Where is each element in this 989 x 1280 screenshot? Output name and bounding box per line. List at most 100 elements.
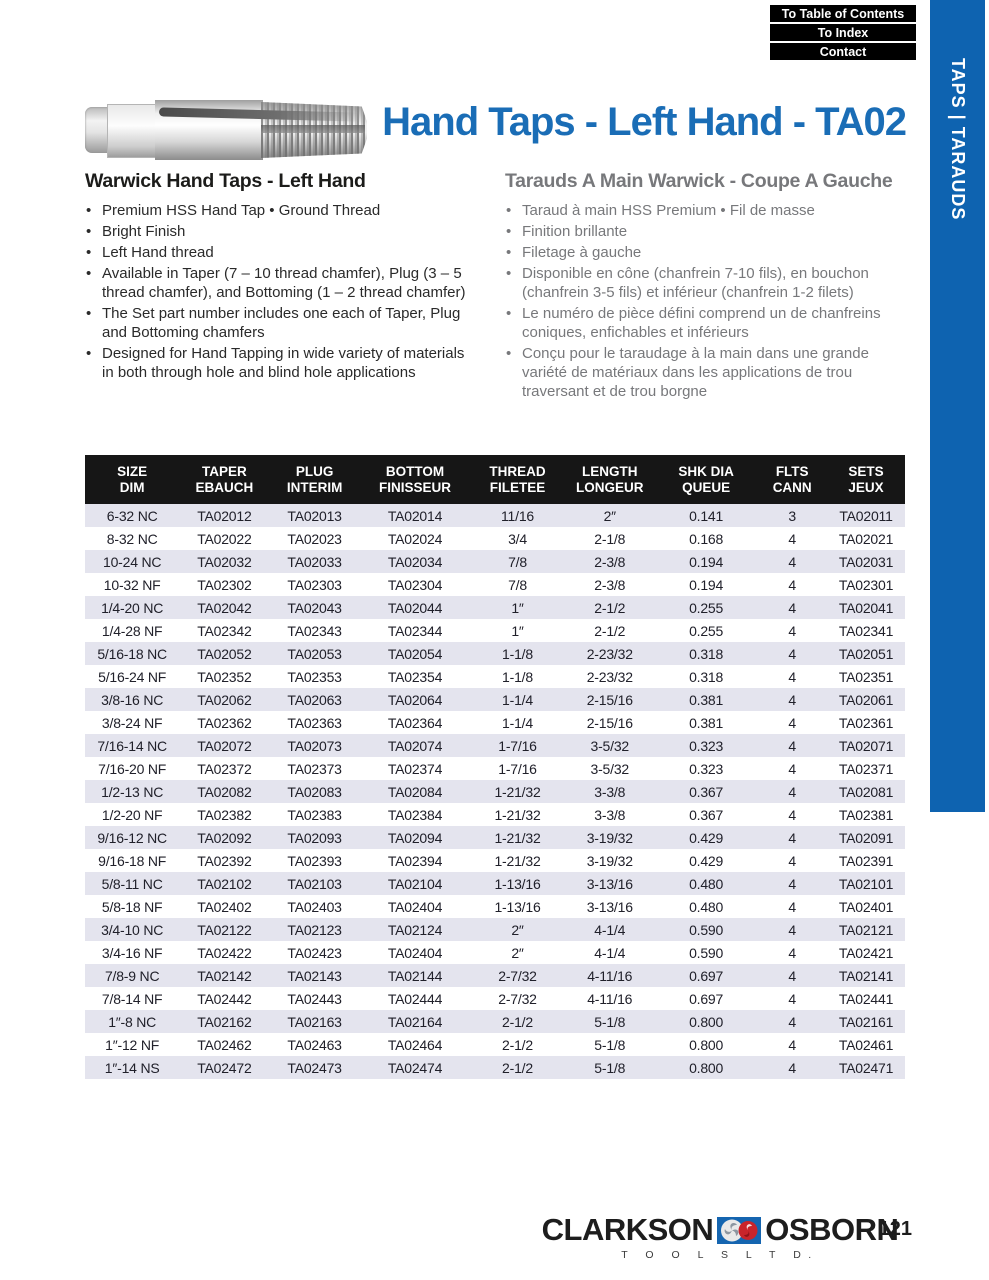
table-cell: TA02163: [287, 1013, 342, 1030]
table-cell: 1-21/32: [494, 806, 541, 823]
table-cell: 2″: [603, 507, 617, 524]
column-header: BOTTOM FINISSEUR: [359, 455, 471, 504]
table-cell: TA02301: [838, 576, 894, 593]
table-cell: 3: [788, 507, 796, 524]
feature-bullet: Disponible en cône (chanfrein 7-10 fils)…: [505, 264, 913, 302]
table-cell: 0.367: [689, 806, 724, 823]
table-cell: TA02304: [387, 576, 443, 593]
table-cell: TA02403: [287, 898, 342, 915]
feature-list-fr: Taraud à main HSS Premium • Fil de masse…: [505, 201, 913, 401]
table-cell: 3-13/16: [586, 875, 633, 892]
table-cell: 4: [788, 921, 796, 938]
table-cell: 2-1/2: [594, 599, 626, 616]
table-cell: TA02421: [838, 944, 894, 961]
table-cell: 5/8-11 NC: [101, 875, 163, 892]
table-row: 9/16-12 NC TA02092 TA02093 TA02094 1-21/32 3-…: [85, 826, 905, 849]
table-cell: TA02082: [197, 783, 252, 800]
table-cell: 0.381: [689, 714, 724, 731]
table-cell: TA02352: [197, 668, 252, 685]
table-cell: 4: [788, 714, 796, 731]
feature-bullet: Premium HSS Hand Tap • Ground Thread: [85, 201, 475, 220]
table-cell: 4: [788, 668, 796, 685]
table-cell: 3/4-16 NF: [101, 944, 163, 961]
table-header-row: SIZE DIM TAPER EBAUCH PLUG INTERIM BOTTOM FINIS…: [85, 455, 905, 504]
table-cell: TA02072: [197, 737, 252, 754]
table-cell: 1-13/16: [494, 875, 541, 892]
table-cell: 4: [788, 1059, 796, 1076]
feature-bullet: Bright Finish: [85, 222, 475, 241]
table-cell: TA02394: [387, 852, 443, 869]
table-body: 6-32 NC TA02012 TA02013 TA02014 11/16 2″ 0.141…: [85, 504, 905, 1079]
table-cell: TA02022: [197, 530, 252, 547]
feature-bullet: Available in Taper (7 – 10 thread chamfe…: [85, 264, 475, 302]
table-cell: 10-24 NC: [102, 553, 162, 570]
brand-subtitle: T O O L S L T D.: [621, 1249, 819, 1261]
feature-bullet: Designed for Hand Tapping in wide variet…: [85, 344, 475, 382]
table-cell: TA02354: [387, 668, 443, 685]
table-cell: TA02463: [287, 1036, 342, 1053]
table-row: 1/2-20 NF TA02382 TA02383 TA02384 1-21/32 3-3…: [85, 803, 905, 826]
table-cell: 1-21/32: [494, 783, 541, 800]
table-cell: TA02043: [287, 599, 342, 616]
table-row: 6-32 NC TA02012 TA02013 TA02014 11/16 2″ 0.141…: [85, 504, 905, 527]
table-cell: 4: [788, 622, 796, 639]
table-cell: TA02033: [287, 553, 342, 570]
to-table-of-contents-button[interactable]: To Table of Contents: [770, 5, 916, 22]
table-row: 5/16-18 NC TA02052 TA02053 TA02054 1-1/8 2-23…: [85, 642, 905, 665]
table-cell: 1″-12 NF: [105, 1036, 160, 1053]
table-cell: 2-3/8: [594, 576, 626, 593]
table-cell: TA02012: [197, 507, 252, 524]
table-cell: 1/2-20 NF: [101, 806, 163, 823]
table-row: 1″-12 NF TA02462 TA02463 TA02464 2-1/2 5-1/8 0…: [85, 1033, 905, 1056]
to-index-button[interactable]: To Index: [770, 24, 916, 41]
table-cell: TA02071: [838, 737, 894, 754]
table-cell: TA02102: [197, 875, 252, 892]
table-row: 3/8-16 NC TA02062 TA02063 TA02064 1-1/4 2-15/…: [85, 688, 905, 711]
table-cell: TA02042: [197, 599, 252, 616]
table-cell: TA02383: [287, 806, 342, 823]
table-cell: 0.323: [689, 737, 724, 754]
table-cell: TA02021: [838, 530, 894, 547]
page-number: 121: [878, 1218, 912, 1240]
table-row: 1″-8 NC TA02162 TA02163 TA02164 2-1/2 5-1/8 0.…: [85, 1010, 905, 1033]
table-cell: 2-3/8: [594, 553, 626, 570]
table-cell: TA02124: [387, 921, 443, 938]
table-cell: 1-7/16: [498, 737, 537, 754]
table-cell: 3-3/8: [594, 806, 626, 823]
contact-button[interactable]: Contact: [770, 43, 916, 60]
table-cell: 0.800: [689, 1036, 724, 1053]
table-cell: TA02443: [287, 990, 342, 1007]
table-cell: TA02473: [287, 1059, 342, 1076]
table-row: 7/16-14 NC TA02072 TA02073 TA02074 1-7/16 3-5…: [85, 734, 905, 757]
brand-osborn: OSBORN: [765, 1212, 899, 1247]
table-cell: 1″: [511, 599, 524, 616]
table-cell: TA02123: [287, 921, 342, 938]
table-cell: 6-32 NC: [106, 507, 158, 524]
table-cell: 3/8-16 NC: [101, 691, 164, 708]
table-cell: 4: [788, 1036, 796, 1053]
table-cell: TA02103: [287, 875, 342, 892]
table-cell: 1″: [511, 622, 524, 639]
table-cell: 7/16-20 NF: [98, 760, 167, 777]
table-cell: TA02303: [287, 576, 342, 593]
section-tab-taps: TAPS | TARAUDS: [930, 0, 985, 812]
tap-square-drive: [107, 104, 159, 158]
table-row: 5/16-24 NF TA02352 TA02353 TA02354 1-1/8 2-23…: [85, 665, 905, 688]
table-cell: 1/4-28 NF: [101, 622, 163, 639]
table-cell: 7/8: [508, 576, 527, 593]
table-cell: 1-21/32: [494, 829, 541, 846]
table-cell: TA02441: [838, 990, 894, 1007]
clarkson-osborn-logo-icon: [717, 1216, 762, 1244]
table-cell: TA02122: [197, 921, 252, 938]
table-cell: TA02083: [287, 783, 342, 800]
table-cell: 4-11/16: [587, 990, 633, 1007]
table-cell: TA02073: [287, 737, 342, 754]
table-row: 10-24 NC TA02032 TA02033 TA02034 7/8 2-3/8 0.1…: [85, 550, 905, 573]
table-cell: 3-5/32: [590, 760, 630, 777]
section-tab-label: TAPS | TARAUDS: [948, 58, 968, 221]
table-cell: TA02141: [838, 967, 894, 984]
table-cell: 0.194: [689, 553, 724, 570]
table-cell: 1-1/4: [502, 691, 533, 708]
table-cell: 0.141: [689, 507, 724, 524]
table-cell: TA02143: [287, 967, 342, 984]
